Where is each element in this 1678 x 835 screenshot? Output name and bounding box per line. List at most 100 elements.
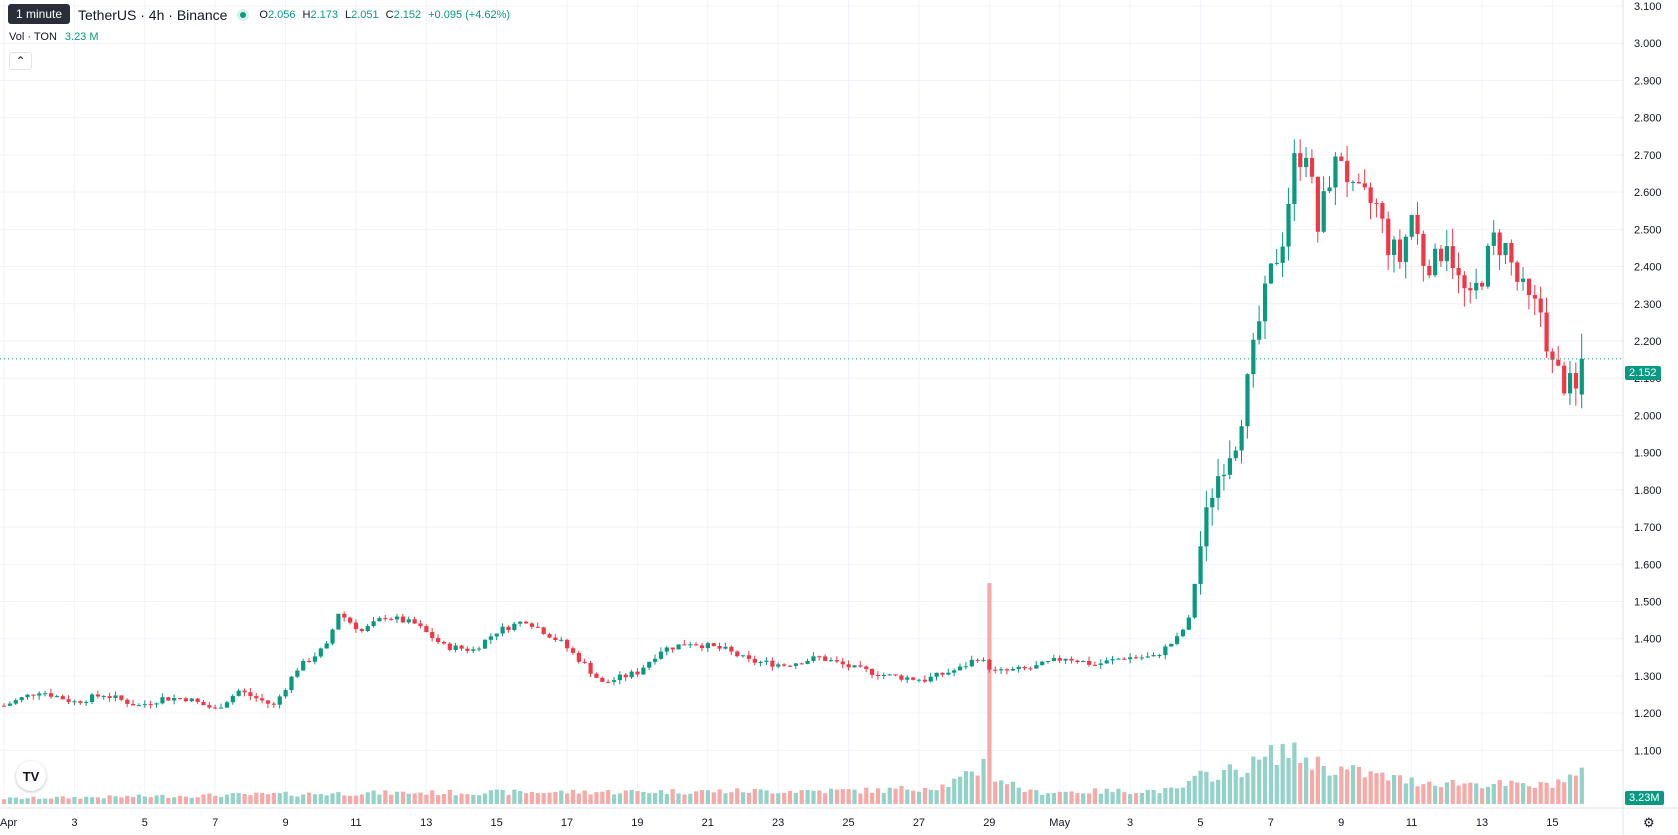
candle-body bbox=[1485, 245, 1491, 287]
candle-body bbox=[312, 656, 318, 662]
time-tick-label: 3 bbox=[1127, 817, 1133, 829]
candle-body bbox=[1491, 232, 1496, 246]
volume-bar bbox=[1221, 770, 1227, 804]
volume-bar bbox=[576, 793, 581, 804]
volume-bar bbox=[436, 795, 441, 804]
candle-body bbox=[805, 660, 810, 664]
candle-body bbox=[641, 667, 646, 675]
candle-body bbox=[318, 648, 323, 657]
volume-bar bbox=[629, 789, 634, 804]
volume-bar bbox=[154, 795, 159, 804]
candle-body bbox=[1427, 265, 1432, 276]
candle-body bbox=[131, 703, 136, 706]
price-tick-label: 2.900 bbox=[1634, 75, 1662, 87]
symbol-title[interactable]: TetherUS · 4h · Binance bbox=[78, 7, 228, 23]
volume-bar bbox=[670, 789, 675, 804]
candle-body bbox=[1327, 187, 1332, 192]
gear-icon[interactable]: ⚙ bbox=[1643, 815, 1655, 830]
volume-bar bbox=[1509, 780, 1514, 804]
candle-body bbox=[746, 655, 752, 659]
candle-body bbox=[735, 651, 740, 657]
candle-body bbox=[541, 627, 546, 635]
volume-bar bbox=[453, 795, 458, 804]
volume-bar bbox=[25, 798, 30, 804]
candle-body bbox=[711, 643, 716, 647]
volume-bar bbox=[1433, 785, 1438, 804]
candle-body bbox=[1010, 668, 1015, 671]
price-axis[interactable]: 3.100 3.000 2.900 2.800 2.700 2.600 2.500 2.400… bbox=[1634, 1, 1662, 757]
candle-body bbox=[758, 661, 763, 663]
time-tick-label: 15 bbox=[1546, 817, 1558, 829]
volume-bar bbox=[1233, 769, 1238, 804]
volume-bar bbox=[764, 790, 769, 804]
tradingview-logo[interactable]: TV bbox=[16, 761, 46, 791]
candle-body bbox=[653, 658, 658, 662]
candle-body bbox=[688, 644, 693, 646]
candle-body bbox=[1139, 657, 1145, 659]
candle-body bbox=[899, 675, 904, 680]
volume-bar bbox=[711, 792, 716, 804]
candle-body bbox=[7, 703, 13, 706]
candle-body bbox=[1116, 658, 1121, 660]
candle-body bbox=[1433, 248, 1438, 276]
price-tick-label: 2.500 bbox=[1634, 224, 1662, 236]
volume-bar bbox=[1268, 744, 1274, 804]
candle-body bbox=[1538, 298, 1543, 313]
volume-bar bbox=[1544, 782, 1549, 804]
volume-bar bbox=[993, 781, 998, 804]
volume-bar bbox=[529, 791, 535, 804]
candle-body bbox=[365, 626, 370, 632]
volume-bar bbox=[277, 793, 282, 804]
candle-body bbox=[999, 669, 1004, 671]
candle-body bbox=[617, 674, 623, 681]
volume-bar bbox=[1110, 792, 1115, 804]
candle-body bbox=[31, 694, 36, 696]
candle-body bbox=[1462, 275, 1467, 289]
volume-bar bbox=[213, 795, 218, 804]
volume-bar bbox=[611, 794, 617, 804]
volume-bar bbox=[89, 797, 95, 804]
volume-bar bbox=[1192, 775, 1197, 804]
candle-body bbox=[699, 645, 705, 649]
candle-body bbox=[975, 659, 980, 661]
candle-body bbox=[1556, 359, 1561, 366]
candle-body bbox=[2, 705, 7, 707]
volume-bar bbox=[664, 794, 669, 804]
volume-bar bbox=[1280, 744, 1285, 804]
candle-body bbox=[940, 672, 945, 675]
candle-body bbox=[1122, 658, 1127, 660]
candle-body bbox=[987, 659, 992, 670]
candle-body bbox=[219, 707, 224, 709]
volume-bar bbox=[107, 795, 112, 804]
market-status-icon[interactable] bbox=[237, 9, 250, 21]
volume-bar bbox=[934, 790, 939, 804]
candle-body bbox=[330, 629, 335, 644]
volume-bar bbox=[1262, 756, 1268, 804]
volume-bar bbox=[987, 583, 992, 804]
candle-body bbox=[1562, 365, 1567, 394]
price-tick-label: 2.200 bbox=[1634, 336, 1662, 348]
volume-bar bbox=[1180, 787, 1186, 804]
volume-bar bbox=[377, 794, 382, 804]
chevron-up-icon[interactable]: ⌃ bbox=[9, 52, 32, 70]
volume-bar bbox=[1468, 782, 1473, 804]
volume-bar bbox=[1198, 770, 1203, 804]
volume-bar bbox=[1521, 783, 1526, 804]
candle-body bbox=[1151, 655, 1156, 657]
volume-bar bbox=[981, 758, 986, 804]
volume-bar bbox=[1532, 787, 1537, 804]
candle-body bbox=[418, 623, 423, 627]
volume-bars bbox=[2, 583, 1584, 804]
candle-body bbox=[277, 696, 282, 705]
volume-label[interactable]: Vol · TON bbox=[9, 31, 57, 43]
volume-bar bbox=[66, 798, 71, 804]
candle-body bbox=[54, 696, 59, 698]
candle-body bbox=[283, 690, 288, 697]
volume-bar bbox=[1415, 786, 1420, 804]
candle-body bbox=[177, 698, 183, 700]
time-tick-label: 15 bbox=[491, 817, 503, 829]
time-axis[interactable]: Apr 3 5 7 9 11 13 15 17 19 21 23 25 27 29 May 3 5 7 9 11 13 15 bbox=[0, 817, 1558, 829]
candle-body bbox=[260, 698, 265, 701]
candle-body bbox=[377, 618, 382, 622]
